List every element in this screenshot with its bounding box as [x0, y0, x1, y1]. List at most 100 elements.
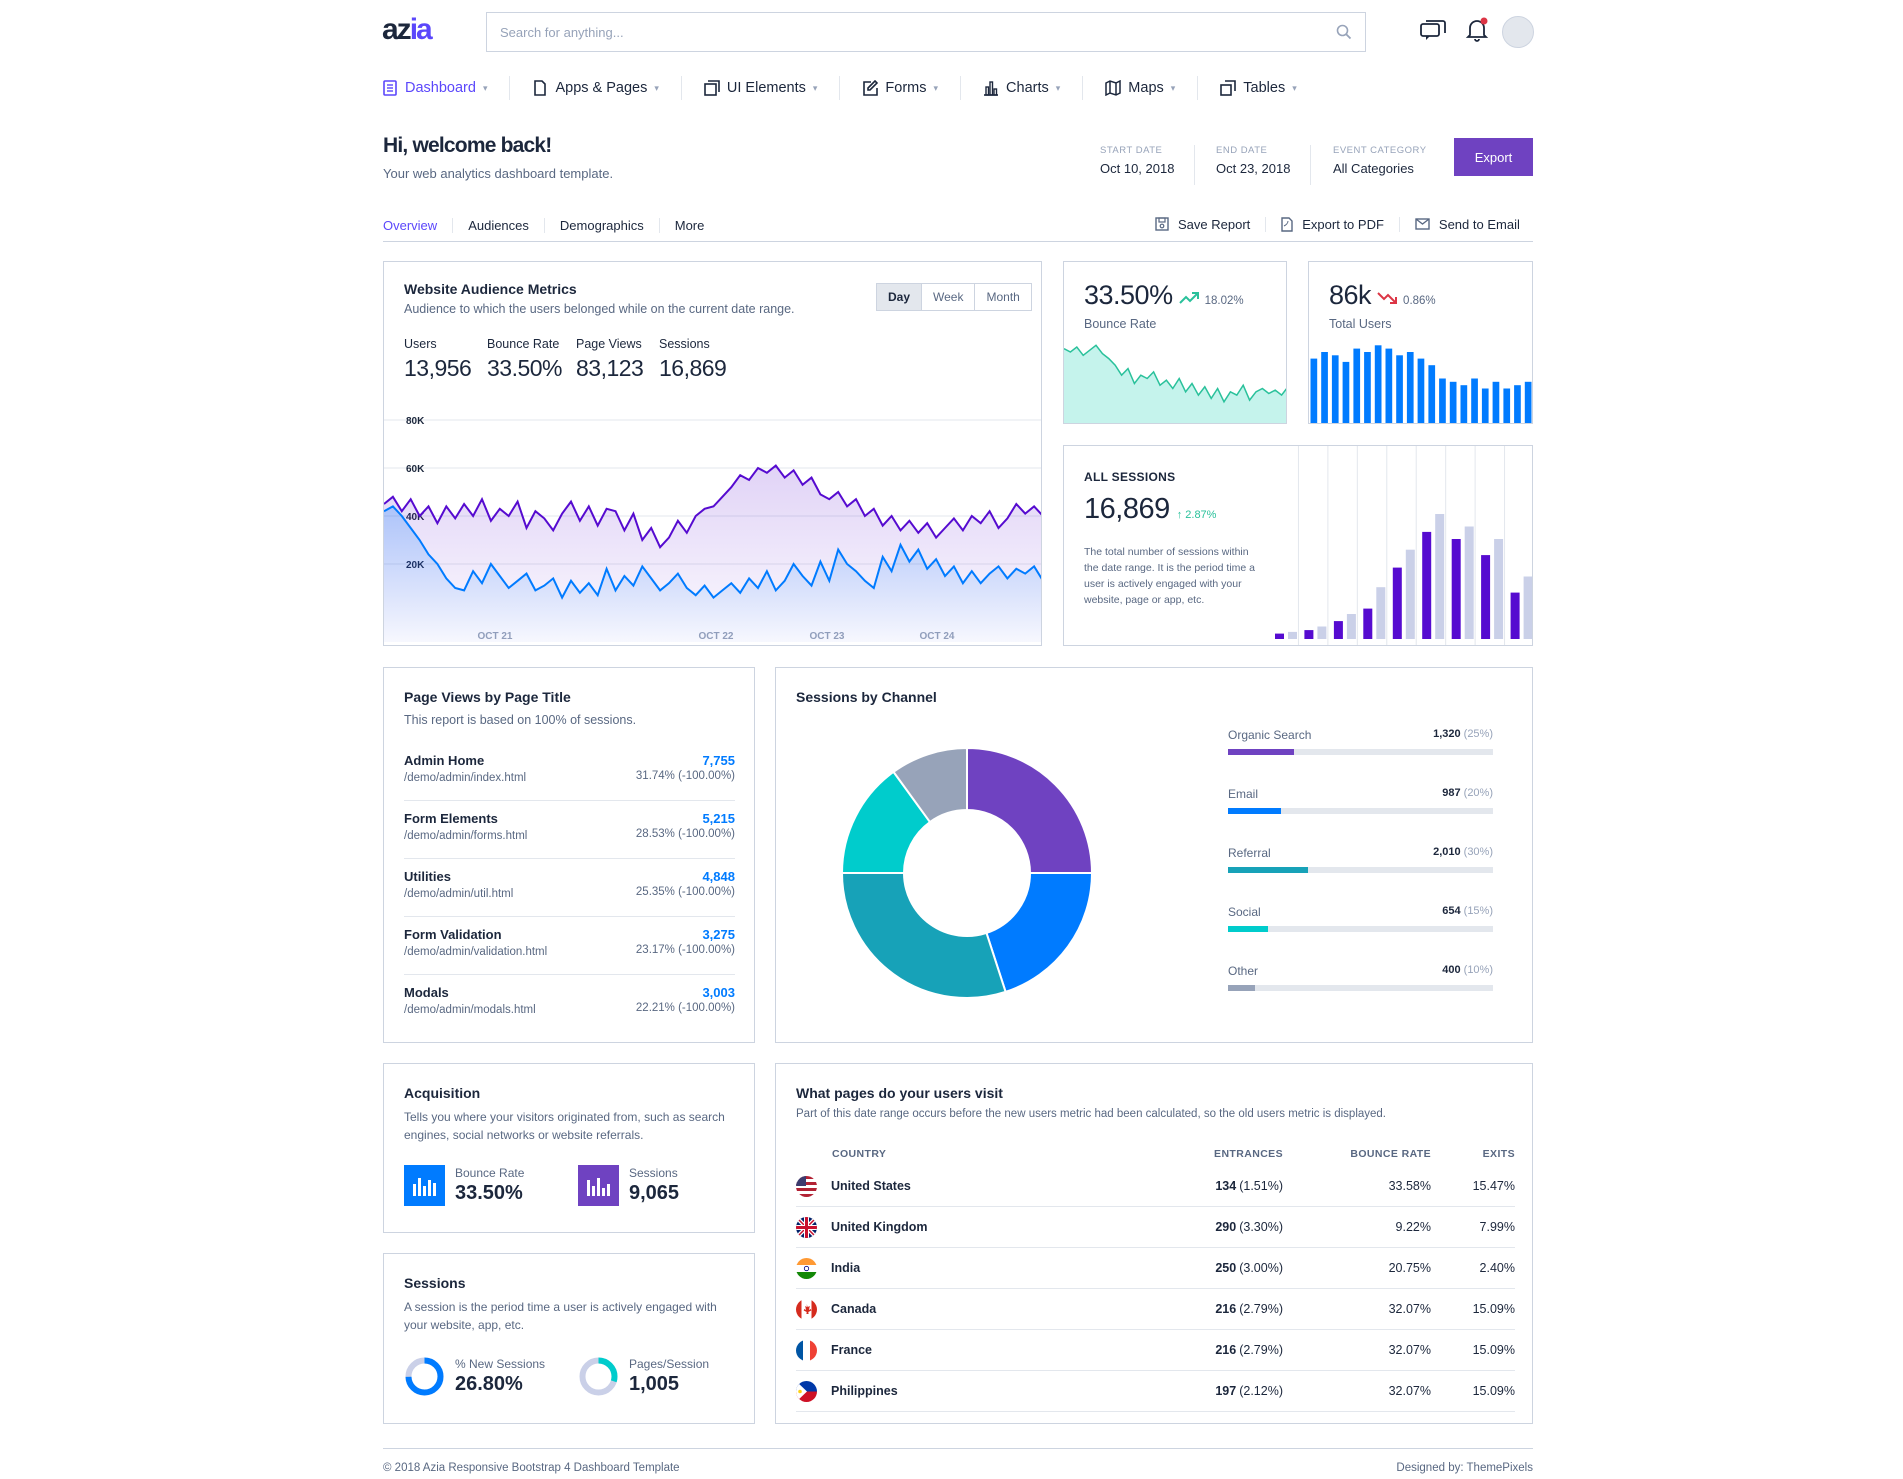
users-bar — [1342, 361, 1350, 423]
event-category[interactable]: EVENT CATEGORY All Categories — [1333, 145, 1427, 185]
nav-item-dashboard[interactable]: Dashboard ▾ — [382, 76, 511, 100]
audience-subtitle: Audience to which the users belonged whi… — [404, 302, 795, 316]
end-date-label: END DATE — [1216, 145, 1268, 156]
users-bar — [1385, 348, 1393, 423]
bounce-area-chart — [1064, 344, 1286, 423]
nav-item-ui-elements[interactable]: UI Elements ▾ — [682, 76, 841, 100]
export-pdf-button[interactable]: Export to PDF — [1266, 216, 1400, 232]
mail-icon — [1415, 218, 1430, 230]
page-views-list: Admin Home/demo/admin/index.html 7,755 31.… — [404, 743, 735, 1033]
page-count: 3,275 — [702, 927, 735, 942]
save-report-button[interactable]: Save Report — [1155, 216, 1267, 232]
exits-cell: 15.09% — [1472, 1343, 1515, 1357]
footer-credit: Designed by: ThemePixels — [1396, 1462, 1533, 1474]
edit-icon — [862, 80, 879, 96]
table-row[interactable]: United States 134 (1.51%) 33.58% 15.47% — [796, 1166, 1515, 1207]
export-pdf-label: Export to PDF — [1302, 216, 1384, 232]
channel-value: 400 (10%) — [1442, 964, 1493, 976]
new-sessions-value: 26.80% — [455, 1373, 523, 1395]
page-view-row[interactable]: Form Elements/demo/admin/forms.html 5,215… — [404, 801, 735, 859]
bounce-rate-label: Bounce Rate — [1084, 317, 1157, 331]
nav-item-tables[interactable]: Tables ▾ — [1198, 76, 1318, 100]
users-bar — [1524, 381, 1532, 423]
send-email-button[interactable]: Send to Email — [1400, 217, 1520, 232]
logo[interactable]: azia — [382, 12, 433, 48]
donut-slice — [966, 748, 1092, 874]
tab-more[interactable]: More — [674, 217, 705, 233]
page-name: Form Elements — [404, 811, 498, 826]
page-title: Hi, welcome back! — [383, 134, 552, 157]
exits-cell: 2.40% — [1479, 1261, 1515, 1275]
search-input[interactable]: Search for anything... — [486, 12, 1366, 52]
export-button[interactable]: Export — [1454, 138, 1533, 176]
page-view-row[interactable]: Admin Home/demo/admin/index.html 7,755 31.… — [404, 743, 735, 801]
avatar[interactable] — [1502, 16, 1534, 48]
range-day-button[interactable]: Day — [877, 284, 922, 310]
nav-item-forms[interactable]: Forms ▾ — [840, 76, 962, 100]
in-flag-icon — [796, 1257, 817, 1279]
table-row[interactable]: France 216 (2.79%) 32.07% 15.09% — [796, 1330, 1515, 1371]
bounce-rate-cell: 20.75% — [1388, 1261, 1431, 1275]
footer-copyright: © 2018 Azia Responsive Bootstrap 4 Dashb… — [383, 1462, 680, 1474]
chevron-down-icon: ▾ — [1292, 82, 1297, 93]
audience-title: Website Audience Metrics — [404, 281, 577, 297]
sessions-by-channel-card: Sessions by Channel Organic Search 1,320(… — [775, 667, 1533, 1043]
country-name: United Kingdom — [831, 1220, 928, 1234]
end-date[interactable]: END DATE Oct 23, 2018 — [1216, 145, 1312, 185]
tab-audiences[interactable]: Audiences — [453, 217, 545, 233]
table-row[interactable]: Canada 216 (2.79%) 32.07% 15.09% — [796, 1289, 1515, 1330]
bounce-rate-cell: 32.07% — [1388, 1343, 1431, 1357]
donut-slice — [892, 748, 968, 824]
metric-value: 33.50% — [487, 355, 563, 381]
total-users-value: 86k — [1329, 280, 1372, 310]
tab-overview[interactable]: Overview — [383, 217, 454, 233]
bounce-rate-cell: 32.07% — [1388, 1302, 1431, 1316]
bounce-rate-change: 18.02% — [1204, 295, 1244, 307]
table-row[interactable]: Philippines 197 (2.12%) 32.07% 15.09% — [796, 1371, 1515, 1412]
page-count: 7,755 — [702, 753, 735, 768]
donut-slice — [842, 872, 1007, 998]
visits-table-header: COUNTRY ENTRANCES BOUNCE RATE EXITS — [796, 1142, 1515, 1166]
nav-item-maps[interactable]: Maps ▾ — [1083, 76, 1199, 100]
page-view-row[interactable]: Utilities/demo/admin/util.html 4,848 25.35… — [404, 859, 735, 917]
start-date[interactable]: START DATE Oct 10, 2018 — [1100, 145, 1196, 185]
channel-percent: (25%) — [1463, 728, 1493, 740]
ca-flag-icon — [796, 1298, 817, 1320]
page-view-row[interactable]: Modals/demo/admin/modals.html 3,003 22.21%… — [404, 975, 735, 1033]
users-bar — [1439, 378, 1446, 423]
chat-icon[interactable] — [1420, 20, 1446, 42]
entrances-count: 250 — [1215, 1261, 1237, 1275]
tab-demographics[interactable]: Demographics — [545, 217, 660, 233]
search-icon[interactable] — [1336, 24, 1352, 40]
entrances-count: 216 — [1215, 1302, 1237, 1316]
channel-progress — [1228, 808, 1493, 814]
metric-label: Page Views — [576, 337, 642, 351]
sessions-bar — [1333, 621, 1343, 639]
channel-progress-fill — [1228, 749, 1295, 755]
all-sessions-change-value: 2.87% — [1185, 509, 1217, 521]
country-name: India — [831, 1261, 861, 1275]
nav-item-apps-pages[interactable]: Apps & Pages ▾ — [510, 76, 682, 100]
entrances-count: 134 — [1215, 1179, 1237, 1193]
new-sessions-label: % New Sessions — [455, 1357, 546, 1371]
entrances-cell: 134 (1.51%) — [1215, 1179, 1283, 1193]
range-week-button[interactable]: Week — [921, 284, 974, 310]
nav-item-charts[interactable]: Charts ▾ — [961, 76, 1084, 100]
page-path: /demo/admin/validation.html — [404, 946, 548, 958]
table-row[interactable]: United Kingdom 290 (3.30%) 9.22% 7.99% — [796, 1207, 1515, 1248]
entrances-cell: 216 (2.79%) — [1215, 1343, 1283, 1357]
chevron-down-icon: ▾ — [933, 82, 939, 93]
page-count: 3,003 — [702, 985, 735, 1000]
bounce-area — [1064, 345, 1286, 423]
range-month-button[interactable]: Month — [974, 284, 1030, 310]
layers-icon — [704, 80, 720, 96]
table-row[interactable]: India 250 (3.00%) 20.75% 2.40% — [796, 1248, 1515, 1289]
acq-sessions-metric: Sessions 9,065 — [578, 1165, 679, 1206]
bell-icon[interactable] — [1465, 17, 1489, 43]
users-bar — [1374, 345, 1382, 423]
page-view-row[interactable]: Form Validation/demo/admin/validation.ht… — [404, 917, 735, 975]
entrances-count: 216 — [1215, 1343, 1237, 1357]
trend-down-icon — [1377, 292, 1398, 304]
channel-percent: (30%) — [1463, 846, 1493, 858]
end-date-value: Oct 23, 2018 — [1216, 161, 1291, 176]
